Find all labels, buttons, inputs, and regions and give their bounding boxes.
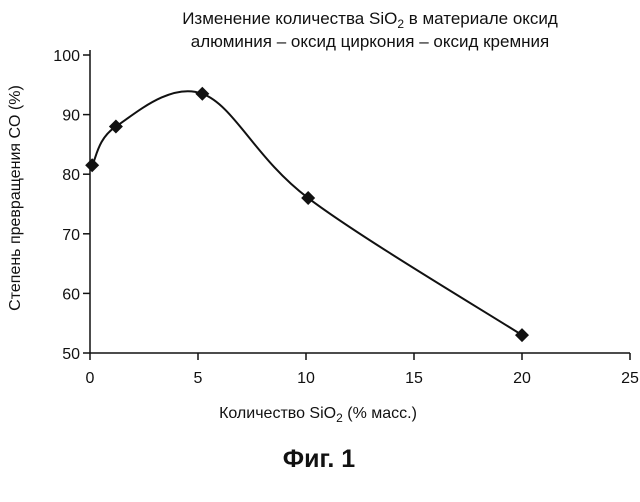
y-tick-label: 60 xyxy=(62,286,80,303)
x-tick-label: 10 xyxy=(297,370,315,387)
data-point-marker xyxy=(195,87,209,101)
series-markers xyxy=(85,87,529,342)
data-point-marker xyxy=(85,158,99,172)
chart-title-line1: Изменение количества SiO2 в материале ок… xyxy=(182,9,558,31)
x-tick-label: 5 xyxy=(194,370,203,387)
x-tick-label: 15 xyxy=(405,370,423,387)
data-point-marker xyxy=(515,328,529,342)
series-line xyxy=(92,91,522,335)
y-ticks: 50 60 70 80 90 100 xyxy=(53,48,90,363)
x-ticks: 0 5 10 15 20 25 xyxy=(86,353,639,387)
figure-caption: Фиг. 1 xyxy=(283,445,356,473)
x-tick-label: 20 xyxy=(513,370,531,387)
y-tick-label: 50 xyxy=(62,346,80,363)
y-tick-label: 80 xyxy=(62,167,80,184)
y-tick-label: 90 xyxy=(62,108,80,125)
x-tick-label: 0 xyxy=(86,370,95,387)
y-axis-label: Степень превращения CO (%) xyxy=(7,85,24,311)
y-tick-label: 100 xyxy=(53,48,80,65)
chart-title-line2: алюминия – оксид циркония – оксид кремни… xyxy=(191,32,549,51)
x-axis-label: Количество SiO2 (% масс.) xyxy=(219,405,417,425)
y-tick-label: 70 xyxy=(62,227,80,244)
x-tick-label: 25 xyxy=(621,370,639,387)
